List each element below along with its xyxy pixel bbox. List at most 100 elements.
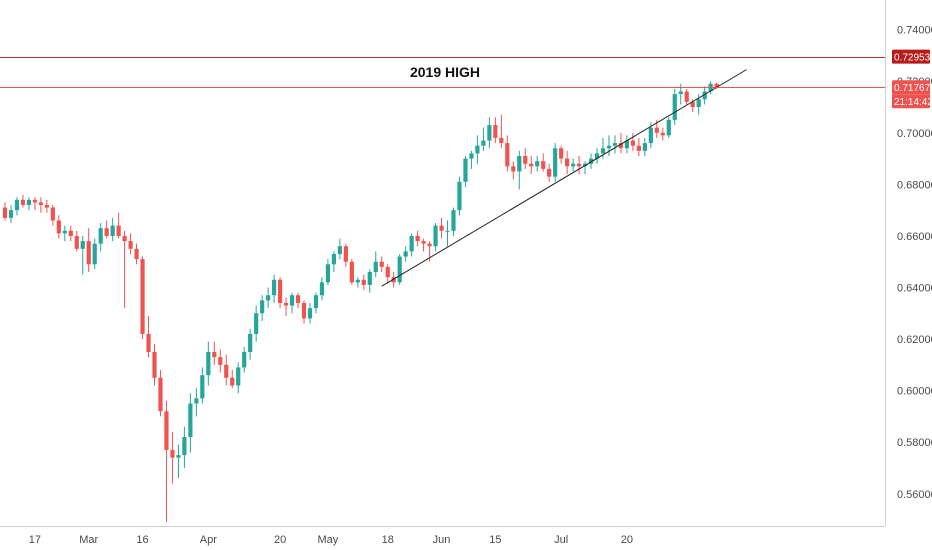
candle [535,155,540,172]
time-axis[interactable]: 17 Mar 16 Apr 20 May 18 Jun 15 Jul 20 [29,534,633,546]
candle [20,194,26,208]
candle-body [427,243,432,247]
candle-body [26,199,32,205]
candle-body [50,207,55,221]
x-tick-label: 17 [29,534,41,546]
candle [319,277,325,301]
candle [391,272,396,288]
candle-body [260,300,265,314]
candle-body [529,163,534,167]
candle [140,256,145,340]
candle-body [128,241,133,249]
candle-body [122,235,127,242]
y-tick-label: 0.56000 [897,489,932,501]
candle-body [666,119,671,136]
candle-body [535,161,540,167]
annotation-2019-high: 2019 HIGH [410,64,480,80]
candle-body [218,357,223,365]
candle [218,349,223,373]
candle-body [266,295,271,301]
candle [8,204,14,224]
candle-body [684,91,689,102]
candle [666,117,671,138]
candle-body [714,83,719,88]
candle [439,217,444,239]
candle-body [343,246,348,262]
candle [194,388,199,417]
candle [152,344,157,386]
candle [14,197,20,216]
candle [38,197,43,213]
candle-body [451,210,456,231]
candle [56,215,61,239]
candle-body [146,333,151,352]
candle [98,223,103,252]
candle [128,233,133,254]
candle-body [618,143,624,149]
candle-body [600,148,606,154]
candle [176,444,181,479]
candle [541,153,546,172]
candle-body [523,155,528,164]
candle-body [511,166,516,172]
candle-body [236,367,241,386]
candle-body [421,241,426,244]
candle-body [481,140,486,146]
candle [505,135,510,172]
candle-body [469,153,474,159]
candle [164,400,169,523]
candle-body [690,101,695,108]
candle-body [319,282,325,296]
candle-body [636,145,641,151]
candle [2,202,8,221]
price-tag-label: 0.72953 [894,53,931,64]
candle-body [672,94,677,120]
candle-body [373,261,378,273]
candle-body [493,125,498,138]
candle-body [355,279,360,283]
candle-body [182,437,187,456]
candle-body [397,256,402,283]
candle [68,225,73,242]
candle [104,220,109,239]
candle [463,155,468,187]
candle [421,238,426,252]
candle-body [445,230,450,232]
x-tick-label: 20 [274,534,286,546]
candle-body [415,235,420,242]
candle [277,277,283,309]
x-tick-label: Jun [433,534,451,546]
candle [272,274,277,303]
price-tags: 0.72953 0.71767 21:14:42 [892,49,932,109]
candle [92,238,97,270]
candle-body [313,295,319,309]
candle [409,233,414,257]
candle [588,153,594,169]
candle [313,292,319,314]
candle [397,253,402,285]
candle-body [38,202,43,205]
price-tag-label: 0.71767 [894,83,931,94]
candle-body [325,264,331,283]
candle-body [571,163,576,167]
x-tick-label: Apr [200,534,217,546]
candle-body [212,351,217,358]
candle-body [463,158,468,182]
candle-body [487,125,492,141]
candle [301,300,307,324]
candle-body [92,243,97,265]
candle-body [152,351,157,378]
candle-body [295,295,301,303]
candle-body [660,132,665,136]
candle [337,238,342,260]
candle [481,127,486,151]
candle [630,132,635,151]
candle-body [158,377,163,412]
candle-body [433,225,438,247]
candle [224,354,229,386]
